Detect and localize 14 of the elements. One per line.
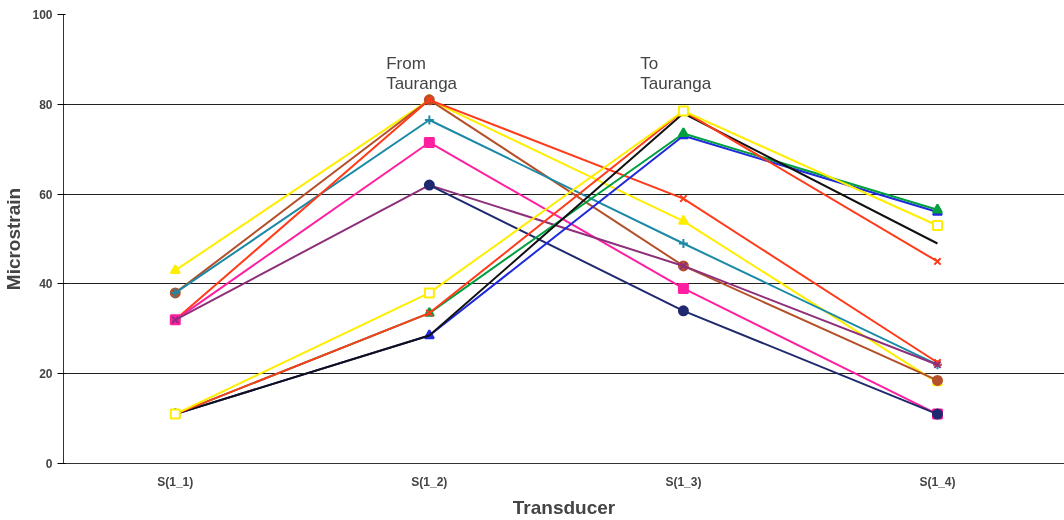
annotation: To Tauranga	[640, 53, 712, 93]
annotation: From Tauranga	[386, 53, 458, 93]
y-tick-label: 80	[39, 97, 53, 112]
y-tick-label: 60	[39, 187, 53, 202]
x-tick-label: S(1_3)	[665, 474, 702, 489]
y-tick-label: 0	[45, 457, 53, 471]
y-tick-label: 20	[39, 367, 53, 382]
x-tick-label: S(1_2)	[411, 474, 448, 489]
x-axis-title: Transducer	[512, 496, 616, 518]
y-tick-label: 40	[39, 277, 53, 292]
x-tick-label: S(1_4)	[919, 474, 956, 489]
y-tick-label: 100	[32, 8, 53, 22]
x-tick-label: S(1_1)	[157, 474, 194, 489]
y-axis-title: Microstrain	[3, 187, 25, 291]
